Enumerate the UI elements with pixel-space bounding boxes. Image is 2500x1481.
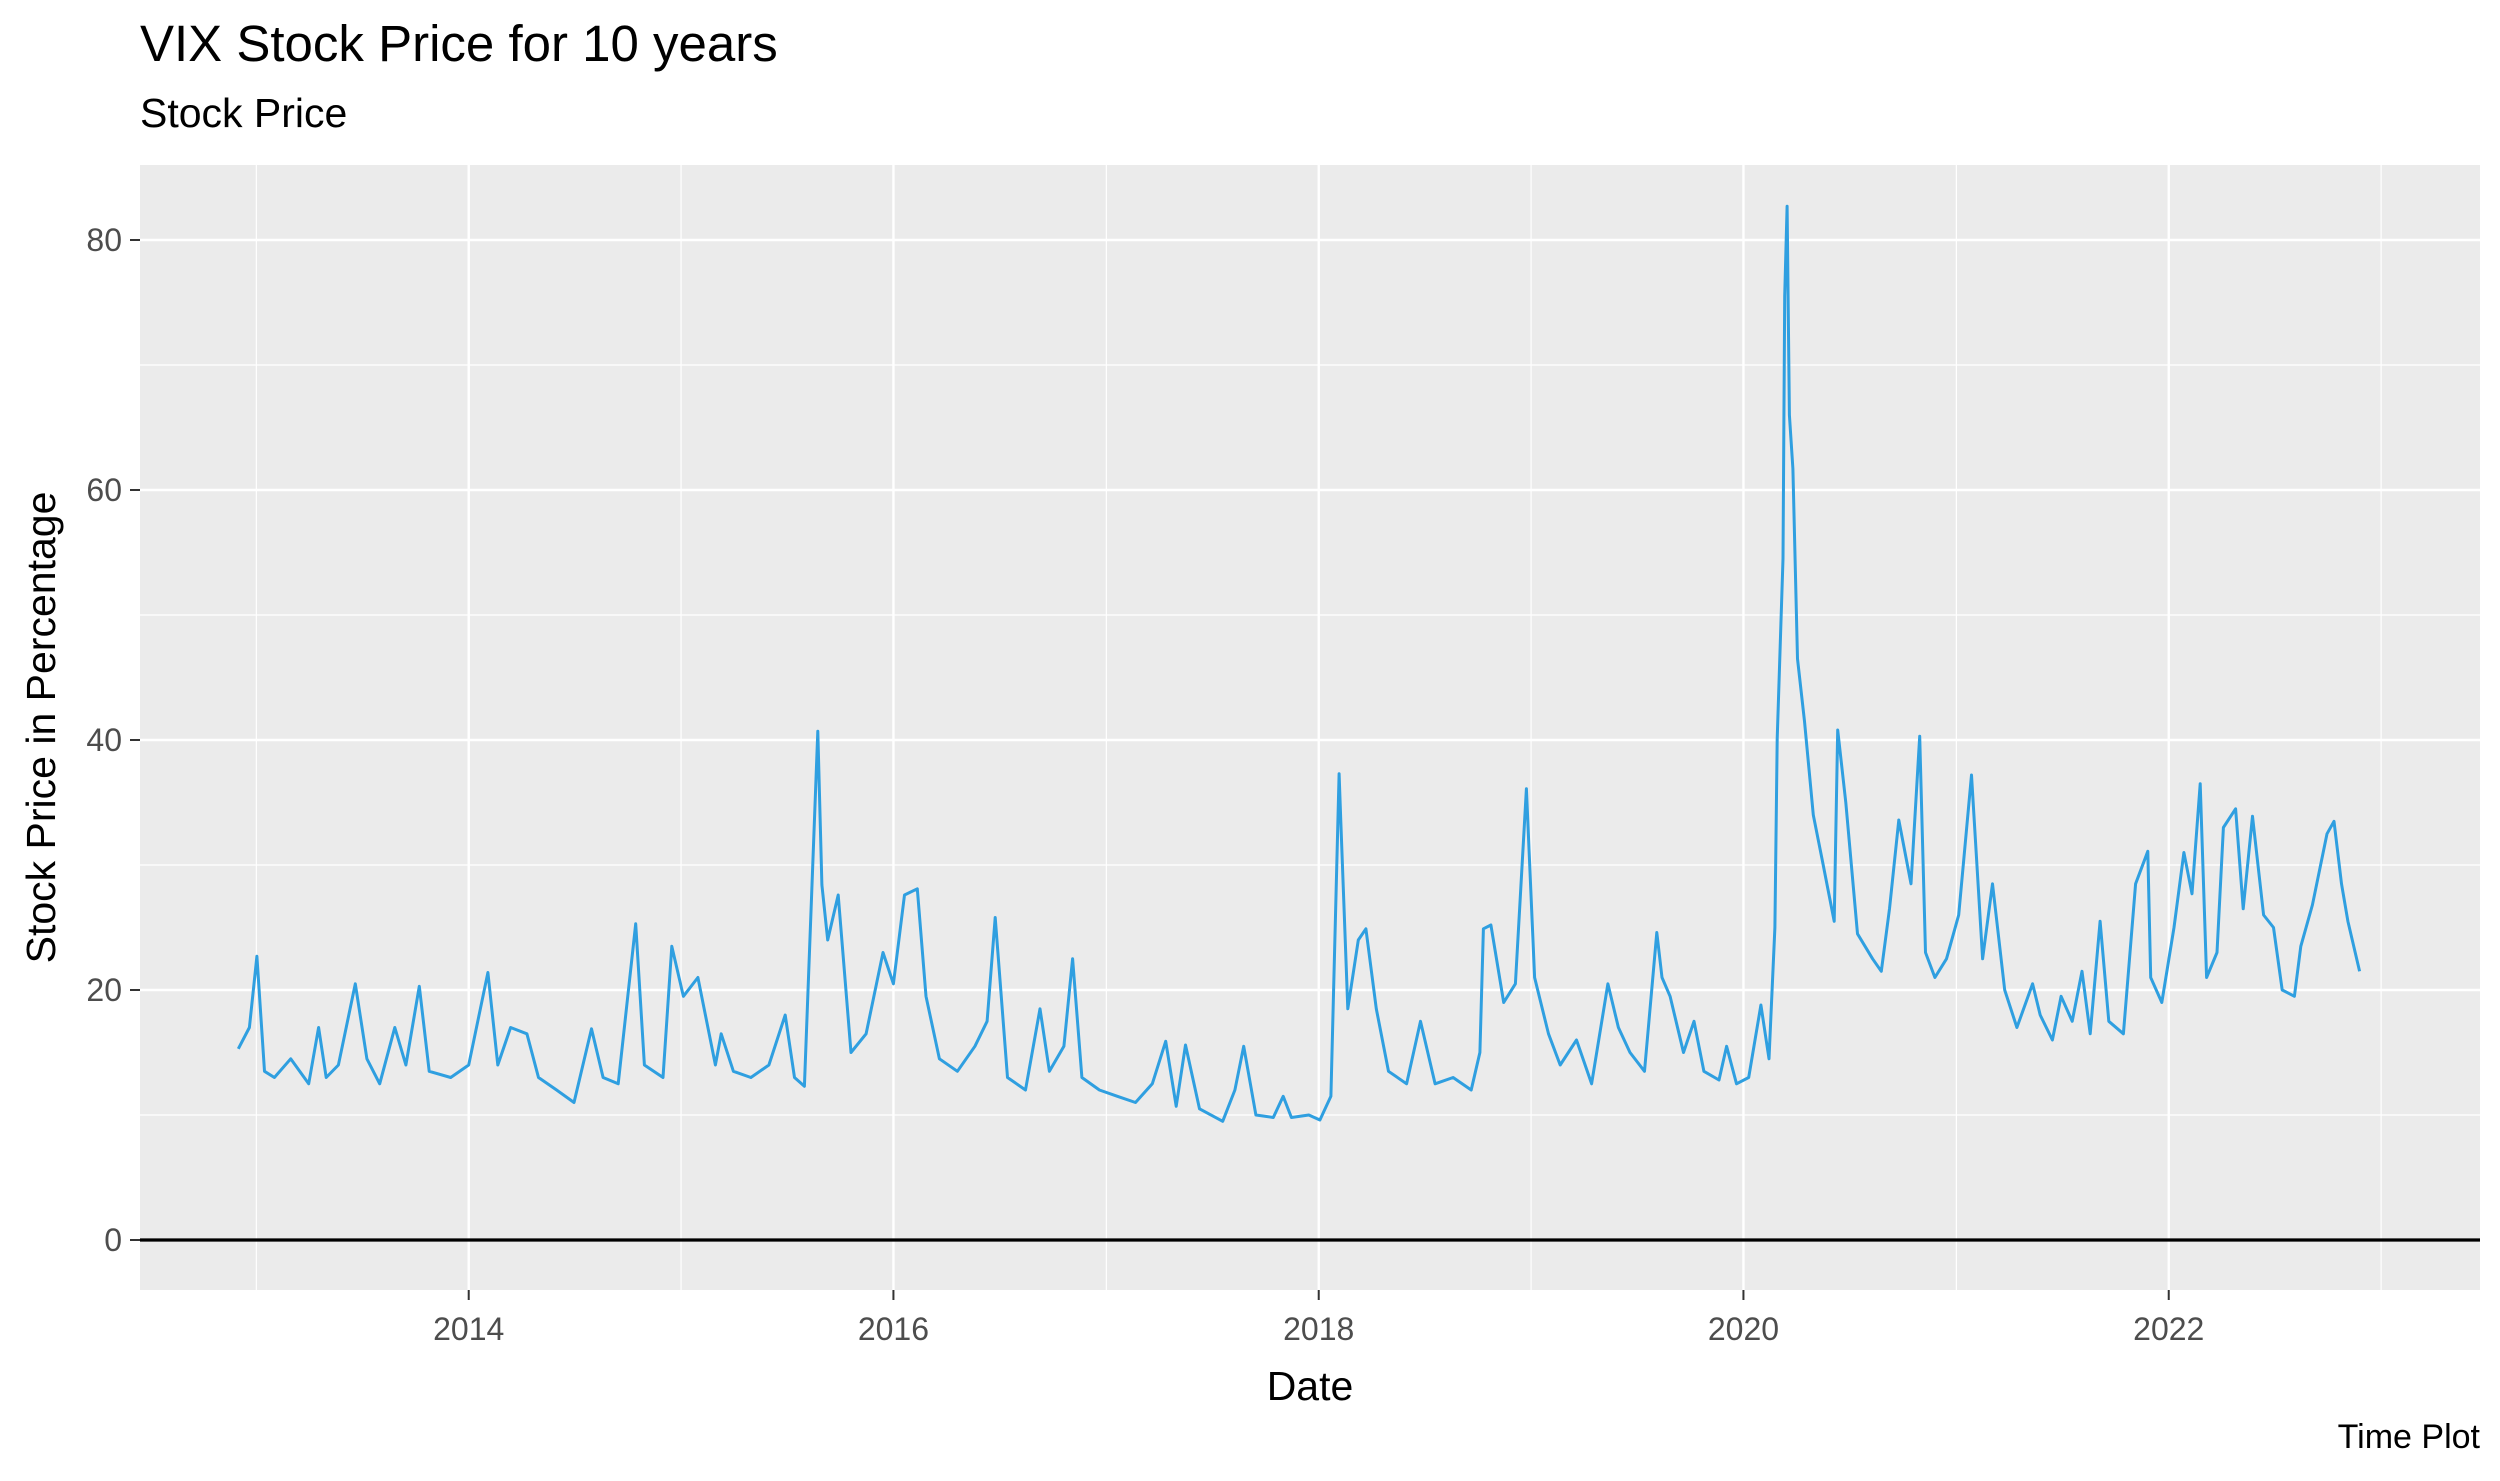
x-axis-title: Date xyxy=(1267,1363,1354,1409)
y-tick-label: 0 xyxy=(104,1222,122,1258)
plot-panel xyxy=(140,165,2480,1290)
y-tick-label: 80 xyxy=(86,222,122,258)
y-axis-title: Stock Price in Percentage xyxy=(18,492,64,964)
x-tick-label: 2020 xyxy=(1708,1311,1779,1347)
chart-title: VIX Stock Price for 10 years xyxy=(140,15,778,72)
chart-subtitle: Stock Price xyxy=(140,90,348,136)
y-tick-label: 40 xyxy=(86,722,122,758)
y-tick-label: 60 xyxy=(86,472,122,508)
x-tick-label: 2016 xyxy=(858,1311,929,1347)
x-tick-label: 2022 xyxy=(2133,1311,2204,1347)
x-tick-label: 2018 xyxy=(1283,1311,1354,1347)
x-axis-ticks: 2014 2016 2018 2020 2022 xyxy=(433,1290,2204,1347)
y-tick-label: 20 xyxy=(86,972,122,1008)
x-tick-label: 2014 xyxy=(433,1311,504,1347)
y-axis-ticks: 0 20 40 60 80 xyxy=(86,222,140,1258)
chart-caption: Time Plot xyxy=(2337,1418,2480,1456)
series-line-vix xyxy=(236,204,2362,1123)
